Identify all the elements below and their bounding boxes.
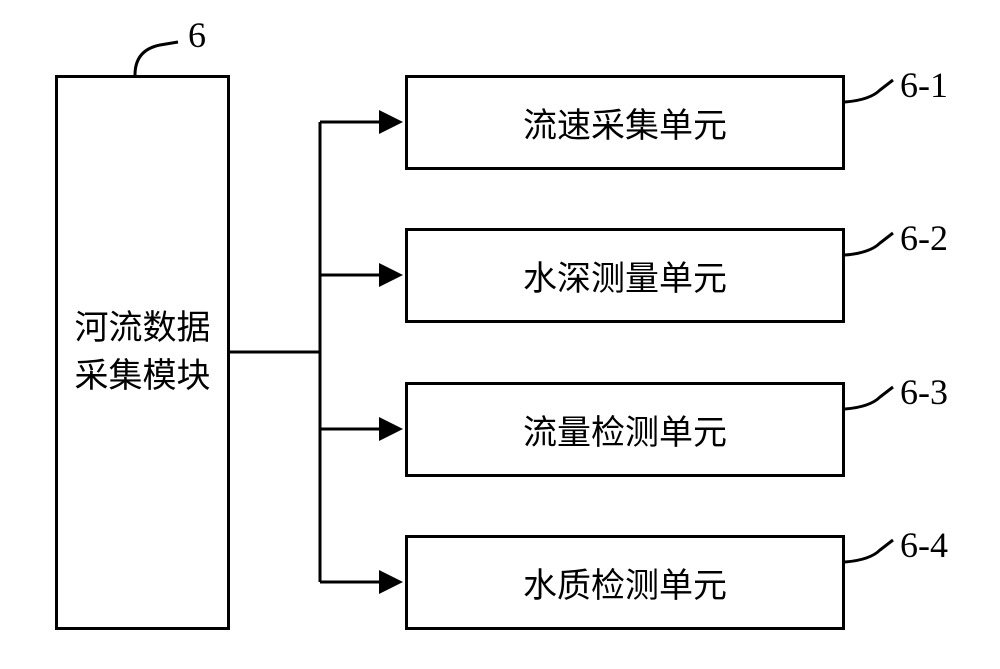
sub-box-1: 流速采集单元 [405,75,845,170]
main-module-box: 河流数据 采集模块 [55,75,230,630]
main-callout-label: 6 [188,14,206,56]
main-label-line1: 河流数据 [75,305,211,353]
sub-box-1-label: 流速采集单元 [523,98,727,147]
main-label-line2: 采集模块 [75,353,211,401]
sub-box-4: 水质检测单元 [405,535,845,630]
sub-callout-2: 6-2 [900,217,948,259]
sub-callout-1: 6-1 [900,64,948,106]
sub-box-3: 流量检测单元 [405,382,845,477]
sub-box-3-label: 流量检测单元 [523,405,727,454]
sub-callout-4: 6-4 [900,524,948,566]
sub-box-2: 水深测量单元 [405,228,845,323]
sub-box-2-label: 水深测量单元 [523,251,727,300]
sub-callout-3: 6-3 [900,371,948,413]
sub-box-4-label: 水质检测单元 [523,558,727,607]
